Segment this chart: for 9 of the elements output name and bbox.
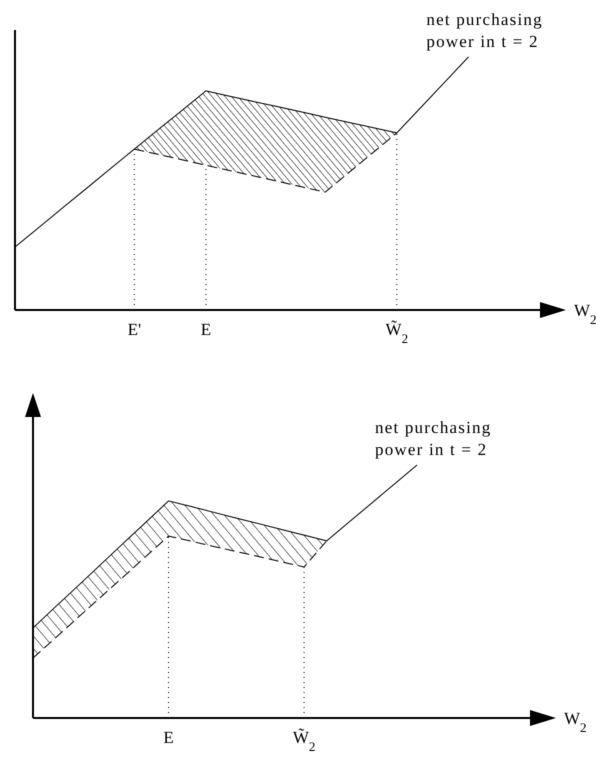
text: net purchasing power in t = 2: [375, 418, 492, 459]
x-tick-label: W̃$_{2}$: [292, 728, 316, 754]
x-tick-label: E: [163, 728, 174, 747]
x-tick-label: W̃$_{2}$: [386, 320, 408, 346]
x-tick-label: E: [200, 320, 212, 339]
text: net purchasing power in t = 2: [426, 10, 543, 51]
x-axis-title: W$_{2}$: [574, 301, 596, 326]
x-axis-title: W$_{2}$: [564, 709, 587, 734]
x-tick-label: E': [128, 320, 142, 339]
